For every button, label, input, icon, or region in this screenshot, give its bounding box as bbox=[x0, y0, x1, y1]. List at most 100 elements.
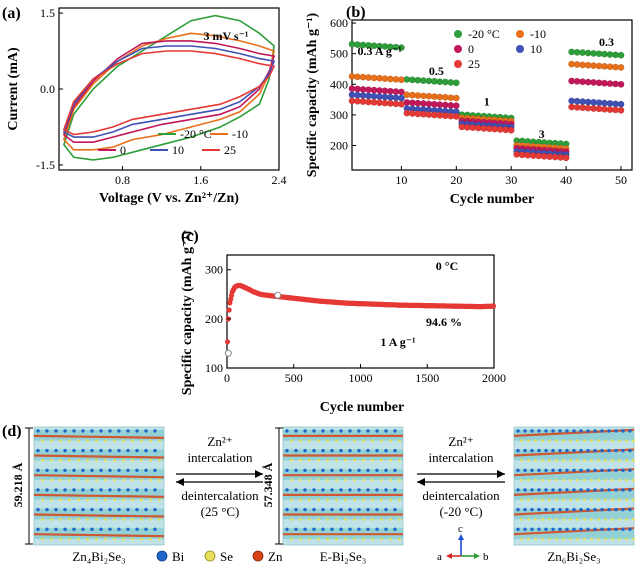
x-tick-label-c: 1500 bbox=[415, 371, 439, 385]
x-axis-title-b: Cycle number bbox=[450, 192, 534, 207]
x-tick-label-c: 500 bbox=[285, 371, 303, 385]
rate-point-1 bbox=[397, 76, 405, 84]
panel-label-c: (c) bbox=[181, 228, 199, 245]
legend-label-a: -20 °C bbox=[180, 127, 212, 141]
condition-label-right: (-20 °C) bbox=[439, 504, 482, 519]
intercalation-label-left: intercalation bbox=[188, 450, 253, 465]
panel-label-d: (d) bbox=[2, 423, 22, 440]
deintercalation-label-right: deintercalation bbox=[422, 488, 500, 503]
axis-label-a: a bbox=[437, 551, 442, 563]
x-tick-label-b: 10 bbox=[395, 173, 407, 187]
y-tick-label-a: 0.0 bbox=[40, 82, 55, 96]
legend-label-b: 0 bbox=[468, 42, 474, 56]
scan-rate-annotation: 3 mV s⁻¹ bbox=[203, 29, 248, 43]
spacing-marker-left: 59.218 Å bbox=[11, 427, 33, 545]
crystal-axes-icon: c a b bbox=[437, 523, 489, 563]
y-tick-label-a: -1.5 bbox=[36, 158, 55, 172]
x-tick-label-c: 0 bbox=[224, 371, 230, 385]
legend-label-b: 25 bbox=[468, 57, 480, 71]
deintercalation-label-left: deintercalation bbox=[181, 488, 259, 503]
rate-label: 1 bbox=[484, 95, 490, 109]
x-tick-label-b: 50 bbox=[615, 173, 627, 187]
legend-swatch-b bbox=[454, 30, 462, 38]
rate-point-4 bbox=[452, 113, 460, 120]
cv-curve-2 bbox=[62, 40, 276, 143]
legend-label-b: 10 bbox=[530, 42, 542, 56]
cycle-point bbox=[226, 307, 232, 313]
legend-swatch-b bbox=[454, 45, 462, 53]
y-tick-label-c: 100 bbox=[205, 361, 223, 375]
x-tick-label-c: 1000 bbox=[349, 371, 373, 385]
y-tick-label-c: 200 bbox=[205, 312, 223, 326]
rate-point-4 bbox=[562, 154, 570, 162]
y-tick-label-c: 300 bbox=[205, 263, 223, 277]
atom-label-se: Se bbox=[220, 549, 233, 564]
rate-point-3 bbox=[617, 100, 625, 108]
legend-swatch-b bbox=[454, 60, 462, 68]
atom-label-bi: Bi bbox=[172, 549, 185, 564]
panel-label-a: (a) bbox=[2, 5, 21, 22]
crystal-structure-e-bi2se3 bbox=[282, 426, 404, 546]
axis-label-b: b bbox=[483, 551, 489, 563]
rate-annotation: 1 A g⁻¹ bbox=[380, 335, 416, 349]
crystal-structure-zn6bi2se3 bbox=[513, 426, 635, 546]
x-tick-label-b: 20 bbox=[450, 173, 462, 187]
rate-point-0 bbox=[617, 51, 625, 59]
y-tick-label-b: 600 bbox=[330, 16, 348, 30]
y-axis-title-a: Current (mA) bbox=[6, 47, 21, 131]
cv-curve-4 bbox=[62, 50, 276, 136]
rate-point-2 bbox=[452, 102, 460, 110]
rate-point-2 bbox=[617, 80, 625, 88]
rate-label: 0.5 bbox=[429, 64, 444, 78]
legend-swatch-b bbox=[516, 30, 524, 38]
cycle-point bbox=[490, 303, 497, 309]
temperature-annotation: 0 °C bbox=[436, 259, 458, 273]
x-axis-title-a: Voltage (V vs. Zn²⁺/Zn) bbox=[99, 191, 239, 206]
forward-arrowhead-left bbox=[255, 470, 263, 478]
rate-point-3 bbox=[397, 94, 405, 102]
rate-label: 3 bbox=[539, 127, 545, 141]
rate-label: 0.3 A g⁻¹ bbox=[357, 44, 402, 58]
bi-atom-icon bbox=[156, 550, 168, 562]
structure-name-ebi2se3: E-Bi₂Se₃ bbox=[320, 549, 367, 564]
y-tick-label-b: 200 bbox=[330, 139, 348, 153]
x-tick-label-c: 2000 bbox=[482, 371, 506, 385]
spacing-label-ebi2se3: 57.348 Å bbox=[261, 462, 275, 507]
spacing-marker-middle: 57.348 Å bbox=[261, 427, 283, 545]
axis-label-c: c bbox=[458, 523, 463, 535]
legend-swatch-b bbox=[516, 45, 524, 53]
legend-label-a: 10 bbox=[172, 143, 184, 157]
open-marker bbox=[274, 291, 282, 299]
rate-point-4 bbox=[507, 126, 515, 134]
panel-label-b: (b) bbox=[346, 4, 366, 21]
rate-point-0 bbox=[452, 79, 460, 87]
y-axis-title-c: Specific capacity (mAh g⁻¹) bbox=[180, 230, 195, 395]
open-marker bbox=[224, 349, 232, 357]
rate-label: 0.3 bbox=[599, 35, 614, 49]
structure-name-zn4: Zn₄Bi₂Se₃ bbox=[72, 549, 125, 564]
retention-annotation: 94.6 % bbox=[426, 315, 462, 329]
se-atom-icon bbox=[204, 550, 216, 562]
rate-point-1 bbox=[452, 94, 460, 102]
y-tick-label-b: 500 bbox=[330, 47, 348, 61]
cycle-point bbox=[224, 339, 231, 345]
legend-label-a: 0 bbox=[120, 143, 126, 157]
backward-arrowhead-left bbox=[176, 478, 184, 486]
panel-c: (c) 0 500 1000 1500 2000 100 200 300 0 °C 94.6 … bbox=[180, 228, 506, 415]
structure-name-zn6: Zn₆Bi₂Se₃ bbox=[547, 549, 600, 564]
x-tick-label-a: 0.8 bbox=[115, 173, 130, 187]
y-tick-label-a: 1.5 bbox=[40, 6, 55, 20]
intercalation-label-right: intercalation bbox=[429, 450, 494, 465]
condition-label-left: (25 °C) bbox=[201, 504, 240, 519]
x-axis-title-c: Cycle number bbox=[320, 400, 404, 415]
legend-label-b: -20 °C bbox=[468, 27, 500, 41]
legend-label-a: 25 bbox=[224, 143, 236, 157]
ion-label-right: Zn²⁺ bbox=[448, 434, 473, 449]
x-tick-label-a: 2.4 bbox=[272, 173, 287, 187]
panel-d: (d) 59.218 Å 57.348 Å bbox=[2, 423, 635, 564]
x-tick-label-b: 30 bbox=[505, 173, 517, 187]
cv-curve-3 bbox=[62, 45, 276, 138]
y-tick-label-b: 300 bbox=[330, 108, 348, 122]
